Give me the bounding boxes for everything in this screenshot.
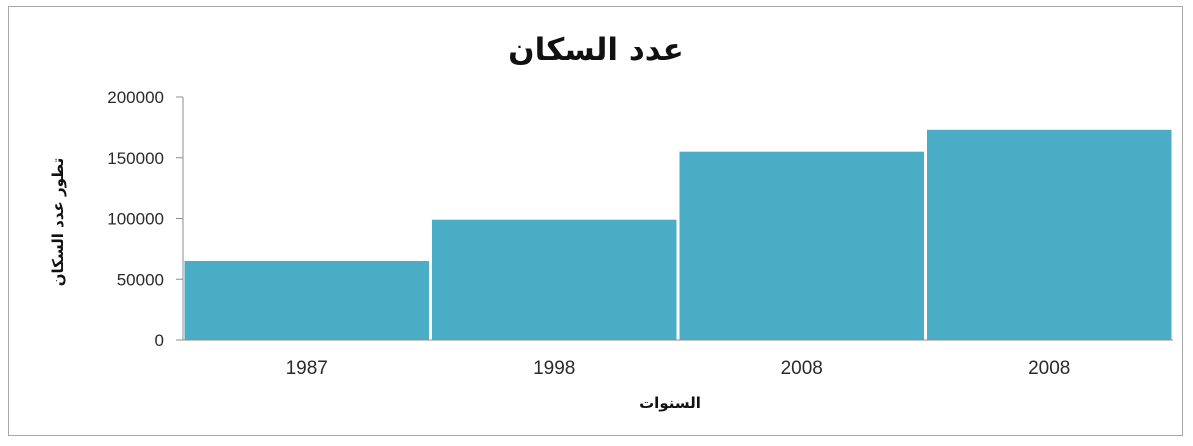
bar-2008-3: [927, 129, 1172, 340]
bar-1987-0: [184, 261, 429, 340]
y-axis-title: تطور عدد السكان: [49, 158, 67, 287]
y-tick-label: 200000: [107, 88, 164, 107]
bar-1998-1: [432, 219, 677, 340]
bar-2008-2: [679, 151, 924, 340]
bars-group: [184, 129, 1172, 340]
y-axis-ticks: 0 50000 100000 150000 200000: [107, 88, 183, 350]
x-tick-label: 1998: [533, 358, 575, 379]
x-axis-tick-labels: 1987 1998 2008 2008: [286, 358, 1071, 379]
chart-title: عدد السكان: [508, 32, 684, 68]
y-tick-label: 150000: [107, 149, 164, 168]
y-tick-label: 50000: [117, 270, 164, 289]
x-axis-title: السنوات: [639, 394, 701, 412]
x-tick-label: 1987: [286, 358, 328, 379]
y-tick-label: 0: [155, 331, 164, 350]
x-tick-label: 2008: [781, 358, 823, 379]
y-tick-label: 100000: [107, 210, 164, 229]
x-tick-label: 2008: [1028, 358, 1070, 379]
